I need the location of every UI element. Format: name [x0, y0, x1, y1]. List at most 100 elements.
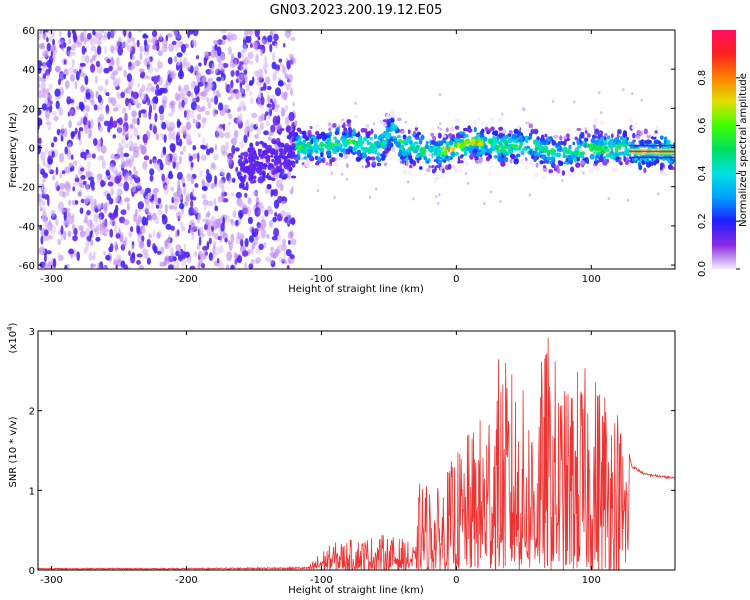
spectrogram-cell [89, 37, 96, 47]
spectrogram-cell [116, 188, 123, 197]
spectrogram-cell [490, 116, 494, 122]
spectrogram-cell [402, 150, 407, 155]
spectrogram-cell [382, 140, 388, 146]
spectrogram-cell [653, 140, 659, 145]
spectrogram-cell [145, 194, 152, 200]
spectrogram-cell [335, 129, 339, 135]
spectrogram-cell [236, 114, 240, 123]
spectrogram-cell [286, 60, 291, 70]
spectrogram-cell [110, 56, 114, 65]
spectrogram-cell [168, 204, 175, 210]
spectrogram-cell [486, 130, 490, 135]
spectrogram-cell [136, 39, 140, 48]
spectrogram-cell [114, 155, 120, 161]
x-tick-label: 100 [582, 575, 601, 586]
spectrogram-cell [104, 45, 107, 56]
spectrogram-cell [131, 182, 137, 193]
spectrogram-cell [354, 151, 358, 155]
spectrogram-cell [316, 189, 320, 193]
spectrogram-cell [250, 259, 255, 265]
spectrogram-cell [84, 126, 89, 134]
x-tick-label: 100 [582, 274, 601, 285]
y-tick-label: 0 [29, 144, 35, 155]
spectrogram-cell [227, 46, 232, 55]
spectrogram-cell [51, 110, 57, 116]
spectrogram-cell [38, 163, 41, 173]
spectrogram-cell [386, 142, 392, 148]
spectrogram-cell [115, 91, 120, 96]
spectrogram-cell [604, 136, 607, 141]
spectrogram-cell [609, 153, 616, 160]
spectrogram-cell [266, 156, 270, 162]
spectrogram-cell [288, 53, 294, 59]
spectrogram-cell [365, 124, 370, 128]
spectrogram-cell [214, 144, 217, 151]
spectrogram-cell [107, 96, 113, 104]
spectrogram-cell [209, 97, 215, 103]
spectrogram-cell [103, 67, 110, 74]
spectrogram-cell [163, 102, 167, 109]
spectrogram-cell [58, 201, 64, 211]
spectrogram-cell [41, 103, 47, 111]
spectrogram-cell [445, 155, 449, 160]
spectrogram-cell [505, 142, 509, 146]
spectrogram-cell [103, 265, 107, 269]
spectrogram-cell [469, 153, 474, 160]
spectrogram-cell [56, 185, 60, 192]
spectrogram-cell [181, 177, 185, 185]
spectrogram-cell [145, 86, 152, 92]
spectrogram-cell [68, 66, 75, 74]
spectrogram-cell [43, 262, 49, 269]
spectrogram-cell [472, 148, 478, 154]
spectrogram-cell [566, 168, 570, 173]
spectrogram-cell [91, 54, 96, 62]
spectrogram-cell [529, 149, 533, 155]
spectrogram-cell [164, 154, 170, 161]
spectrogram-cell [179, 155, 182, 165]
spectrogram-cell [226, 32, 233, 43]
spectrogram-cell [121, 137, 125, 145]
spectrogram-cell [190, 200, 194, 208]
spectrogram-cell [181, 257, 187, 268]
snr-plot-area [38, 337, 675, 570]
spectrogram-cell [266, 120, 270, 127]
spectrogram-cell [267, 35, 273, 43]
spectrogram-cell [126, 37, 131, 44]
spectrogram-cell [553, 134, 559, 139]
spectrogram-cell [480, 121, 485, 125]
spectrogram-cell [161, 215, 168, 225]
spectrogram-cell [248, 30, 254, 36]
spectrogram-cell [439, 122, 442, 126]
spectrogram-cell [179, 221, 184, 228]
spectrogram-cell [213, 88, 216, 96]
spectrogram-cell [243, 174, 247, 180]
spectrogram-cell [61, 170, 66, 175]
spectrogram-cell [249, 142, 253, 148]
spectrogram-cell [43, 88, 47, 98]
spectrogram-cell [179, 69, 184, 77]
spectrogram-cell [90, 239, 94, 246]
spectrogram-cell [622, 88, 625, 92]
spectrogram-cell [199, 170, 203, 178]
spectrogram-cell [288, 259, 295, 264]
spectrogram-cell [186, 173, 192, 182]
spectrogram-cell [133, 150, 139, 158]
spectrogram-cell [110, 30, 115, 39]
spectrogram-cell [101, 219, 108, 229]
spectrogram-cell [38, 246, 46, 256]
spectrogram-cell [201, 145, 208, 150]
spectrogram-cell [161, 173, 165, 182]
spectrogram-cell [586, 159, 589, 165]
spectrogram-cell [68, 38, 71, 45]
spectrogram-cell [130, 155, 135, 162]
spectrogram-cell [131, 251, 135, 259]
spectrogram-cell [276, 115, 281, 124]
spectrogram-cell [375, 140, 380, 146]
spectrogram-cell [286, 135, 292, 140]
spectrogram-cell [139, 189, 146, 195]
spectrogram-cell [128, 231, 133, 238]
spectrogram-cell [257, 35, 261, 41]
spectrogram-cell [125, 113, 129, 119]
spectrogram-cell [421, 134, 424, 140]
